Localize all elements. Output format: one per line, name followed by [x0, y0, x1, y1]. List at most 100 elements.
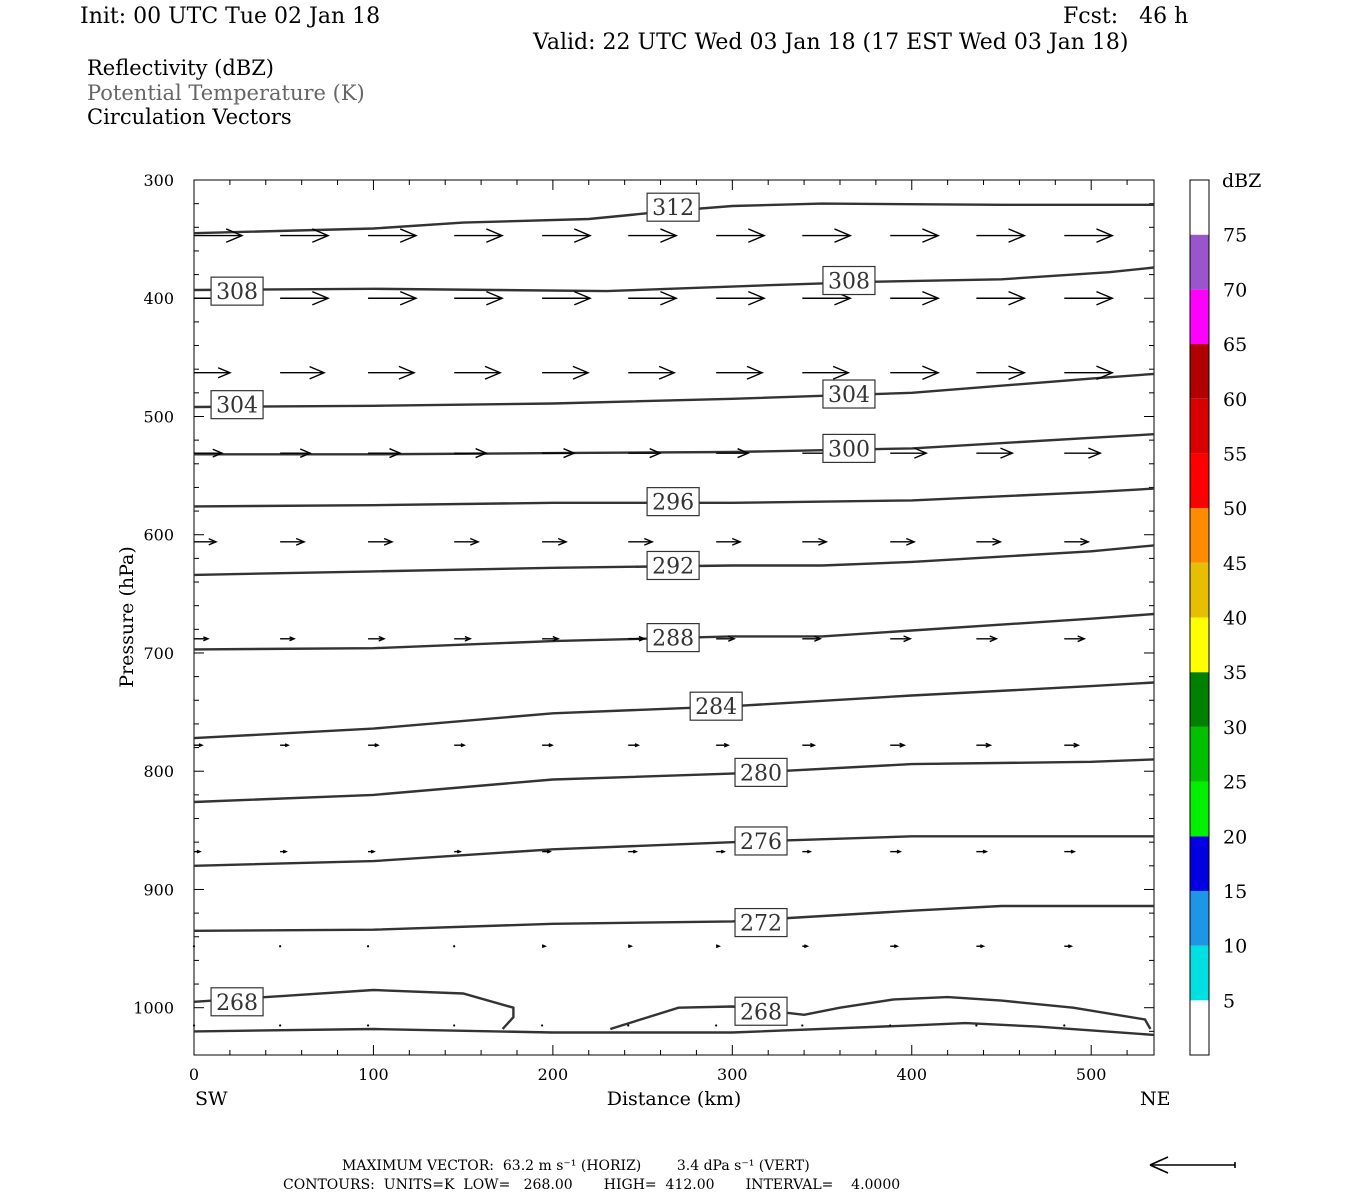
circulation-vector — [976, 447, 1015, 459]
circulation-vector — [542, 635, 560, 642]
contour-label-box — [822, 433, 876, 464]
colorbar-label: 55 — [1223, 443, 1247, 465]
vector-head — [914, 447, 929, 459]
contour-label-text: 276 — [740, 830, 782, 855]
vector-head — [198, 743, 204, 748]
vector-dot — [627, 1024, 630, 1027]
vector-head — [746, 365, 764, 380]
circulation-vector — [366, 945, 370, 948]
circulation-vector — [716, 742, 730, 748]
circulation-vector — [890, 944, 900, 949]
circulation-vector — [280, 290, 330, 306]
circulation-vector — [716, 228, 766, 243]
circulation-vector — [890, 290, 941, 306]
vector-head — [1077, 635, 1087, 643]
contour-label-text: 268 — [740, 1000, 782, 1025]
contour-label-box — [734, 996, 788, 1026]
vector-head — [804, 944, 810, 949]
circulation-vector — [976, 849, 989, 854]
vector-head — [660, 228, 679, 243]
theta-contour-272 — [193, 904, 1154, 932]
vector-head — [460, 743, 466, 748]
colorbar-segment — [1190, 945, 1209, 1001]
circulation-vector — [890, 849, 903, 854]
circulation-vector — [454, 228, 504, 243]
vector-dot — [715, 1024, 718, 1027]
circulation-vector — [1064, 290, 1115, 306]
circulation-vector — [194, 448, 224, 458]
contour-label-box — [734, 757, 788, 787]
y-tick-label: 1000 — [133, 999, 174, 1018]
circulation-vector — [1064, 944, 1074, 949]
circulation-vector — [194, 538, 218, 546]
circulation-vector — [890, 365, 941, 381]
vector-dot — [453, 945, 456, 948]
contour-label-box — [646, 623, 700, 653]
contour-label-box — [210, 276, 264, 306]
circulation-vector — [454, 290, 504, 306]
contour-label-box — [822, 265, 876, 296]
colorbar-label: 10 — [1223, 936, 1247, 958]
vector-head — [896, 849, 903, 854]
circulation-vector — [715, 1024, 718, 1027]
init-time: Init: 00 UTC Tue 02 Jan 18 — [80, 4, 381, 29]
vector-dot — [541, 1024, 544, 1027]
colorbar-label: 25 — [1223, 772, 1247, 794]
circulation-vector — [890, 447, 929, 459]
vector-dot — [801, 1024, 804, 1027]
vector-head — [541, 944, 547, 949]
circulation-vector — [1064, 742, 1081, 748]
vector-head — [309, 365, 326, 380]
contour-label-text: 280 — [740, 761, 782, 786]
contour-label-text: 304 — [216, 394, 258, 419]
vector-head — [1096, 365, 1115, 381]
vector-dot — [366, 945, 370, 948]
vector-head — [475, 448, 488, 459]
circulation-vector — [890, 537, 917, 546]
circulation-vector — [976, 635, 999, 643]
max-vector-text: MAXIMUM VECTOR: 63.2 m s⁻¹ (HORIZ) 3.4 d… — [342, 1158, 810, 1174]
circulation-vector — [802, 365, 851, 380]
vector-head — [660, 290, 679, 306]
theta-contour-300 — [194, 433, 1155, 456]
theta-contour-292 — [193, 544, 1155, 577]
colorbar-segment — [1190, 289, 1209, 345]
circulation-vector — [368, 365, 416, 380]
circulation-vector — [280, 636, 296, 642]
vector-head — [383, 537, 394, 546]
y-tick-label: 300 — [143, 171, 174, 190]
contour-label-box — [646, 550, 700, 581]
circulation-vector — [368, 290, 418, 306]
circulation-vector — [627, 944, 634, 949]
colorbar-segment — [1190, 180, 1209, 235]
circulation-vector — [976, 537, 1003, 546]
colorbar-label: 30 — [1223, 717, 1247, 739]
vector-head — [370, 849, 376, 854]
vector-dot — [279, 1024, 282, 1027]
circulation-vector — [280, 743, 290, 748]
colorbar-segment — [1190, 836, 1209, 891]
circulation-vector — [368, 849, 376, 854]
colorbar-segment — [1190, 344, 1209, 399]
circulation-vector — [627, 1024, 630, 1027]
vector-head — [899, 742, 907, 748]
vector-head — [282, 849, 288, 854]
circulation-vector — [716, 448, 750, 459]
contour-info-text: CONTOURS: UNITS=K LOW= 268.00 HIGH= 412.… — [283, 1177, 901, 1193]
vector-head — [572, 365, 590, 380]
colorbar-label: 15 — [1223, 881, 1247, 903]
vector-head — [748, 290, 766, 306]
legend-circulation-vectors: Circulation Vectors — [87, 105, 292, 129]
theta-contour-304 — [193, 372, 1155, 409]
colorbar-label: 5 — [1223, 990, 1235, 1012]
circulation-vector — [628, 290, 679, 306]
circulation-vector — [368, 635, 386, 642]
vector-head — [807, 849, 813, 854]
circulation-vector — [716, 365, 764, 380]
vector-head — [980, 944, 986, 949]
vector-head — [312, 290, 330, 306]
circulation-vector — [802, 742, 817, 748]
circulation-vector — [453, 945, 456, 948]
circulation-vector — [1063, 1024, 1066, 1027]
circulation-vector — [454, 448, 488, 459]
